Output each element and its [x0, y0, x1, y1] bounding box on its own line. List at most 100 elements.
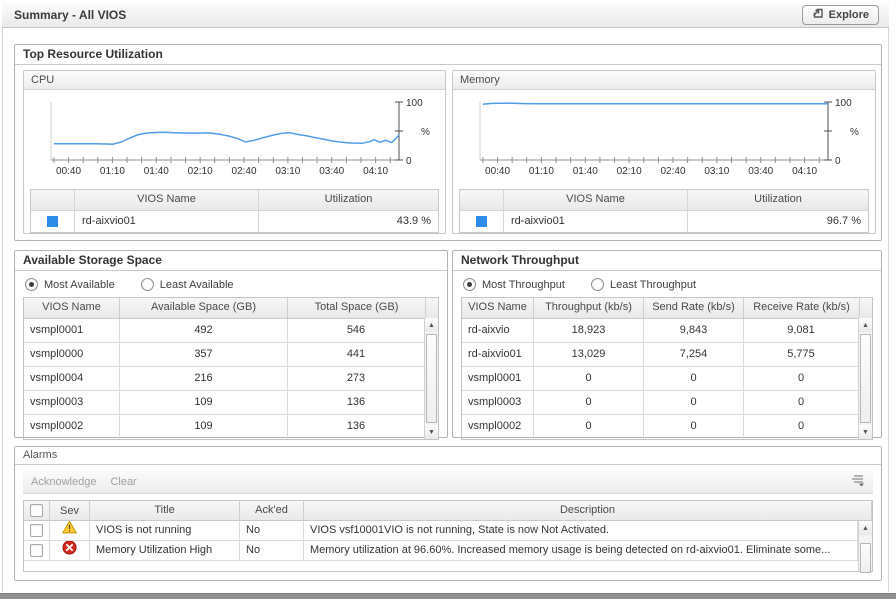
table-cell: 7,254: [644, 343, 744, 367]
svg-text:02:40: 02:40: [660, 166, 685, 177]
alarms-table-header: Sev Title Ack'ed Description: [24, 501, 872, 520]
table-cell: 13,029: [534, 343, 644, 367]
radio-label: Most Throughput: [482, 278, 565, 291]
error-icon: [62, 541, 77, 560]
table-cell: vsmpl0001: [462, 367, 534, 391]
radio-label: Least Throughput: [609, 278, 696, 291]
memory-utilization-chart: 00:40 01:10 01:40 02:10 02:40 03:10 03:40 04:10…: [479, 98, 859, 177]
svg-text:02:40: 02:40: [231, 166, 256, 177]
memory-legend-row[interactable]: rd-aixvio01 96.7 %: [460, 210, 868, 232]
column-header[interactable]: Throughput (kb/s): [534, 298, 644, 318]
title-column-header: Title: [90, 501, 240, 520]
table-cell: 9,081: [744, 319, 858, 343]
svg-text:03:10: 03:10: [704, 166, 729, 177]
scroll-up-arrow[interactable]: ▲: [859, 318, 872, 332]
scroll-down-arrow[interactable]: ▼: [425, 425, 438, 439]
table-row[interactable]: rd-aixvio01 13,029 7,254 5,775: [462, 343, 858, 367]
scroll-up-arrow[interactable]: ▲: [425, 318, 438, 332]
svg-text:03:10: 03:10: [275, 166, 300, 177]
scroll-down-arrow[interactable]: ▼: [859, 425, 872, 439]
legend-swatch-header: [31, 190, 75, 210]
column-header[interactable]: VIOS Name: [462, 298, 534, 318]
alarm-row[interactable]: VIOS is not running No VIOS vsf10001VIO is…: [24, 521, 858, 541]
alarm-row[interactable]: Memory Utilization High No Memory utilizat…: [24, 541, 858, 561]
table-cell: 136: [346, 420, 366, 432]
table-row[interactable]: rd-aixvio 18,923 9,843 9,081: [462, 319, 858, 343]
utilization-cell: 43.9 %: [259, 210, 438, 232]
title-bar: Summary - All VIOS Explore: [2, 2, 889, 28]
storage-radio-group: Most Available Least Available: [15, 271, 447, 297]
svg-text:01:10: 01:10: [529, 166, 554, 177]
scrollbar-thumb[interactable]: [426, 334, 437, 423]
radio-most-available[interactable]: Most Available: [25, 278, 115, 291]
table-cell: 441: [288, 343, 424, 367]
explore-button[interactable]: Explore: [801, 4, 879, 25]
alarm-description-cell: VIOS vsf10001VIO is not running, State i…: [304, 521, 858, 541]
table-cell: 18,923: [534, 319, 644, 343]
acknowledge-button[interactable]: Acknowledge: [31, 476, 97, 488]
svg-text:03:40: 03:40: [748, 166, 773, 177]
table-row[interactable]: vsmpl0004 216 273: [24, 367, 424, 391]
table-cell: 0: [644, 415, 744, 439]
scroll-up-arrow[interactable]: ▲: [859, 521, 872, 535]
column-header[interactable]: Receive Rate (kb/s): [744, 298, 860, 318]
panel-network-throughput: Network Throughput Most Throughput Least…: [452, 250, 882, 440]
cpu-legend-row[interactable]: rd-aixvio01 43.9 %: [31, 210, 438, 232]
legend-name-header: VIOS Name: [75, 190, 259, 210]
column-selector-icon[interactable]: [851, 474, 865, 490]
radio-least-throughput[interactable]: Least Throughput: [590, 278, 696, 291]
table-row[interactable]: vsmpl0000 357 441: [24, 343, 424, 367]
column-header[interactable]: VIOS Name: [24, 298, 120, 318]
table-cell: 5,775: [744, 343, 858, 367]
table-cell: vsmpl0003: [24, 391, 120, 415]
clear-button[interactable]: Clear: [110, 476, 137, 488]
radio-dot: [590, 278, 604, 291]
table-cell: vsmpl0000: [24, 343, 120, 367]
alarm-checkbox[interactable]: [30, 544, 43, 557]
svg-text:02:10: 02:10: [617, 166, 642, 177]
table-row[interactable]: vsmpl0002 109 136: [24, 415, 424, 439]
table-row[interactable]: vsmpl0003 109 136: [24, 391, 424, 415]
radio-label: Most Available: [44, 278, 115, 291]
table-row[interactable]: vsmpl0001 492 546: [24, 319, 424, 343]
network-panel-title: Network Throughput: [453, 251, 881, 271]
table-cell: vsmpl0001: [24, 319, 120, 343]
radio-dot: [463, 278, 476, 291]
table-row[interactable]: vsmpl0002 0 0 0: [462, 415, 858, 439]
column-header[interactable]: Available Space (GB): [120, 298, 288, 318]
scrollbar-thumb[interactable]: [860, 334, 871, 423]
table-cell: 546: [288, 319, 424, 343]
legend-name-header: VIOS Name: [504, 190, 688, 210]
table-row[interactable]: vsmpl0003 0 0 0: [462, 391, 858, 415]
table-cell: 0: [744, 391, 858, 415]
scrollbar-thumb[interactable]: [860, 543, 871, 573]
table-cell: 0: [744, 367, 858, 391]
svg-text:00:40: 00:40: [56, 166, 81, 177]
table-scrollbar[interactable]: ▲ ▼: [858, 318, 872, 439]
table-scrollbar[interactable]: ▲ ▼: [424, 318, 438, 439]
column-header[interactable]: Total Space (GB): [288, 298, 426, 318]
svg-text:02:10: 02:10: [188, 166, 213, 177]
radio-least-available[interactable]: Least Available: [140, 278, 234, 291]
storage-panel-title: Available Storage Space: [15, 251, 447, 271]
alarms-rows: VIOS is not running No VIOS vsf10001VIO is…: [24, 521, 858, 571]
alarm-title-cell: Memory Utilization High: [90, 541, 240, 561]
table-cell: 109: [120, 391, 288, 415]
top-resource-title: Top Resource Utilization: [15, 45, 881, 65]
table-cell: 136: [288, 391, 424, 415]
table-cell: vsmpl0004: [24, 367, 120, 391]
alarms-toolbar: Acknowledge Clear: [23, 471, 873, 494]
alarms-scrollbar[interactable]: ▲ ▼: [858, 521, 872, 573]
table-cell: 9,843: [644, 319, 744, 343]
select-all-checkbox[interactable]: [30, 504, 43, 517]
alarm-checkbox[interactable]: [30, 524, 43, 537]
table-row[interactable]: vsmpl0001 0 0 0: [462, 367, 858, 391]
alarm-description-cell: Memory utilization at 96.60%. Increased …: [304, 541, 858, 561]
table-cell: 109: [120, 415, 288, 439]
svg-text:100: 100: [406, 98, 423, 109]
storage-table: VIOS Name Available Space (GB) Total Space…: [23, 297, 439, 440]
network-radio-group: Most Throughput Least Throughput: [453, 271, 881, 297]
radio-most-throughput[interactable]: Most Throughput: [463, 278, 565, 291]
column-header[interactable]: Send Rate (kb/s): [644, 298, 744, 318]
